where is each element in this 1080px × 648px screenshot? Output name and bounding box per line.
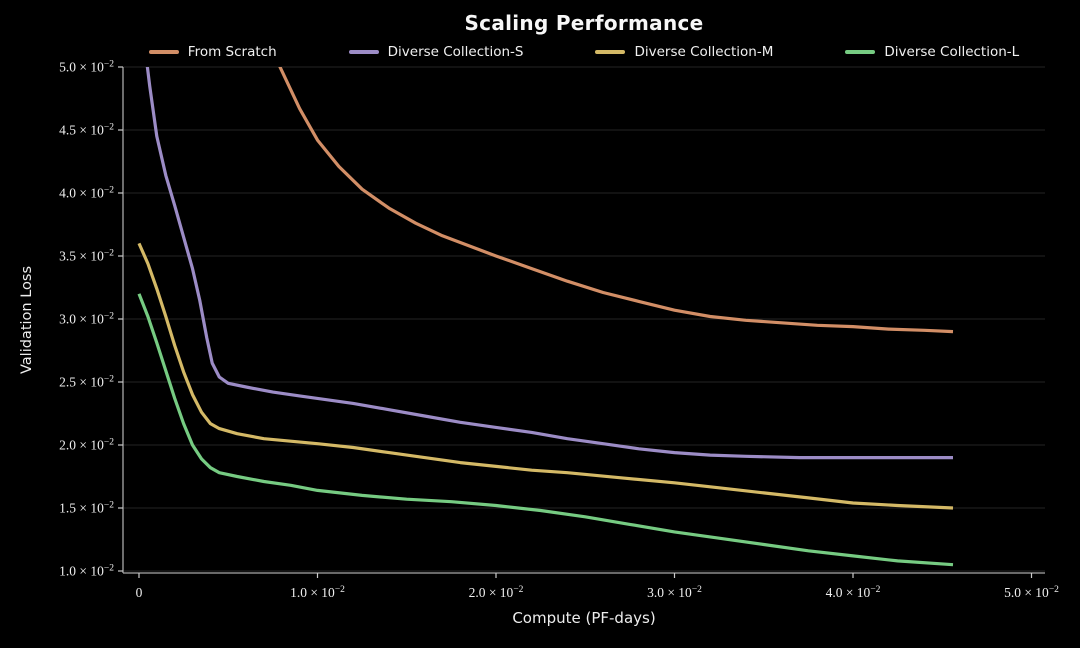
legend-item-diverse-collection-m: Diverse Collection-M [595,44,773,60]
series-line-diverse-collection-l [137,293,954,567]
legend-label: Diverse Collection-L [884,44,1020,60]
series-line-diverse-collection-m [137,242,954,510]
y-tick-label: 4.5 × 10−2 [59,123,114,138]
x-axis-title: Compute (PF-days) [512,609,656,627]
legend-item-diverse-collection-l: Diverse Collection-L [845,44,1019,60]
y-gridlines [123,66,1045,572]
y-tick-label: 1.5 × 10−2 [59,501,114,516]
chart-title: Scaling Performance [464,11,704,35]
series-line-from-scratch [278,67,954,334]
x-tick-label: 1.0 × 10−2 [290,585,345,600]
y-tick-label: 4.0 × 10−2 [59,186,114,201]
x-axis: 0 1.0 × 10−2 2.0 × 10−2 3.0 × 10−2 4.0 × 10−… [136,573,1059,600]
x-tick-label: 0 [136,585,143,600]
legend-label: Diverse Collection-M [634,44,774,60]
legend-swatch-diverse-collection-m [595,50,626,54]
legend-item-from-scratch: From Scratch [148,44,277,60]
axis-spines [122,67,1045,574]
y-tick-label: 1.0 × 10−2 [59,564,114,579]
series-line-diverse-collection-s [145,67,953,460]
x-tick-label: 3.0 × 10−2 [647,585,702,600]
y-axis-title: Validation Loss [19,265,35,375]
y-tick-label: 2.0 × 10−2 [59,438,114,453]
legend-swatch-diverse-collection-l [845,50,876,54]
x-tick-label: 5.0 × 10−2 [1004,585,1059,600]
x-tick-label: 4.0 × 10−2 [826,585,881,600]
legend-swatch-diverse-collection-s [348,50,379,54]
legend-swatch-from-scratch [148,50,179,54]
y-tick-label: 3.5 × 10−2 [59,249,114,264]
legend-label: From Scratch [187,44,277,60]
y-tick-label: 5.0 × 10−2 [59,60,114,75]
y-tick-label: 2.5 × 10−2 [59,375,114,390]
legend: From Scratch Diverse Collection-S Diverse … [103,44,1065,60]
legend-label: Diverse Collection-S [387,44,524,60]
y-axis: 1.0 × 10−2 1.5 × 10−2 2.0 × 10−2 2.5 × 10−2… [59,60,123,579]
x-tick-label: 2.0 × 10−2 [469,585,524,600]
legend-item-diverse-collection-s: Diverse Collection-S [348,44,524,60]
y-tick-label: 3.0 × 10−2 [59,312,114,327]
